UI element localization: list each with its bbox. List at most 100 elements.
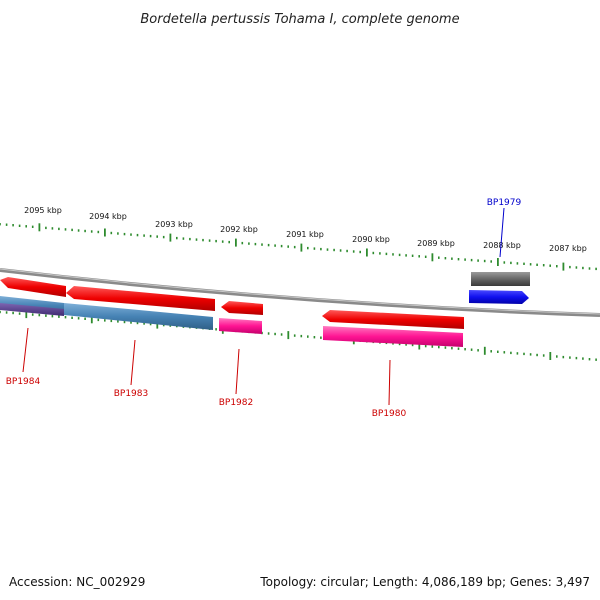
major-tick <box>431 253 434 262</box>
minor-tick <box>64 316 67 319</box>
minor-tick <box>149 322 152 326</box>
gene-label-bp1984[interactable]: BP1984 <box>6 377 41 387</box>
cds-arrow[interactable] <box>221 301 263 315</box>
cds-arrow[interactable] <box>66 286 215 311</box>
minor-tick <box>392 253 394 256</box>
tick-label: 2092 kbp <box>220 225 258 234</box>
tick-label: 2090 kbp <box>352 235 390 244</box>
minor-tick <box>0 310 1 314</box>
minor-tick <box>510 351 512 355</box>
major-tick <box>497 258 499 266</box>
cds-arrow-blue[interactable] <box>469 290 529 304</box>
minor-tick <box>280 244 283 248</box>
minor-tick <box>18 312 21 315</box>
minor-tick <box>307 335 309 338</box>
minor-tick <box>176 236 178 240</box>
minor-tick <box>372 251 375 255</box>
minor-tick <box>569 356 571 359</box>
major-tick <box>562 262 565 271</box>
minor-tick <box>117 320 119 323</box>
minor-tick <box>123 232 126 236</box>
minor-tick <box>51 227 54 230</box>
tick-label: 2091 kbp <box>286 230 324 239</box>
minor-tick <box>215 239 217 243</box>
gene-label-bp1980[interactable]: BP1980 <box>372 409 407 419</box>
minor-tick <box>588 267 591 270</box>
minor-tick <box>582 357 584 360</box>
major-tick <box>156 320 159 329</box>
minor-tick <box>77 229 80 232</box>
minor-tick <box>208 239 211 242</box>
minor-tick <box>405 343 407 346</box>
minor-tick <box>398 253 401 257</box>
cds-box-purple[interactable] <box>0 303 64 316</box>
minor-tick <box>136 233 139 237</box>
major-tick <box>90 315 93 324</box>
minor-tick <box>202 238 204 242</box>
major-tick <box>300 243 303 252</box>
cds-arrow[interactable] <box>0 277 66 297</box>
minor-tick <box>58 315 60 318</box>
minor-tick <box>497 350 499 353</box>
minor-tick <box>130 233 132 236</box>
inner-tick-ring <box>0 310 597 361</box>
minor-tick <box>149 234 152 238</box>
minor-tick <box>438 345 440 349</box>
minor-tick <box>12 224 14 227</box>
major-tick <box>483 346 486 355</box>
minor-tick <box>536 353 538 357</box>
minor-tick <box>424 255 427 258</box>
leader-line <box>235 348 240 395</box>
minor-tick <box>136 321 139 325</box>
minor-tick <box>195 238 198 241</box>
minor-tick <box>123 320 126 324</box>
minor-tick <box>444 346 447 349</box>
cds-box-pink[interactable] <box>219 318 262 334</box>
minor-tick <box>254 242 257 246</box>
minor-tick <box>444 257 447 260</box>
gene-label-bp1983[interactable]: BP1983 <box>114 389 149 399</box>
minor-tick <box>261 243 263 246</box>
cds-box-gray[interactable] <box>471 272 530 286</box>
leader-line <box>388 359 391 406</box>
minor-tick <box>274 332 276 336</box>
major-tick <box>418 341 421 350</box>
minor-tick <box>510 261 512 265</box>
minor-tick <box>143 234 145 237</box>
minor-tick <box>542 354 545 357</box>
leader-line <box>499 207 505 258</box>
minor-tick <box>451 257 453 260</box>
minor-tick <box>182 237 185 240</box>
tick-label: 2095 kbp <box>24 206 62 215</box>
minor-tick <box>595 358 597 361</box>
minor-tick <box>280 333 283 336</box>
cds-arrow[interactable] <box>322 310 464 329</box>
minor-tick <box>320 247 322 251</box>
accession-label: Accession: NC_002929 <box>9 575 145 589</box>
minor-tick <box>267 332 270 335</box>
minor-tick <box>418 255 420 258</box>
minor-tick <box>84 229 86 233</box>
minor-tick <box>470 348 473 351</box>
minor-tick <box>97 318 100 322</box>
cds-box-steelblue[interactable] <box>64 303 213 330</box>
cds-box-pink[interactable] <box>323 326 463 347</box>
minor-tick <box>156 235 158 238</box>
minor-tick <box>248 242 250 245</box>
minor-tick <box>569 265 571 269</box>
minor-tick <box>84 317 86 320</box>
minor-tick <box>215 328 217 331</box>
minor-tick <box>536 263 538 266</box>
gene-label-bp1979[interactable]: BP1979 <box>487 198 522 208</box>
minor-tick <box>385 252 388 256</box>
leader-line <box>22 327 29 373</box>
minor-tick <box>130 321 132 324</box>
major-tick <box>169 233 172 242</box>
minor-tick <box>457 347 460 350</box>
forward-strand-features <box>0 272 530 329</box>
minor-tick <box>5 223 8 226</box>
tick-label: 2088 kbp <box>483 241 521 250</box>
gene-label-bp1982[interactable]: BP1982 <box>219 398 254 408</box>
minor-tick <box>490 260 492 263</box>
